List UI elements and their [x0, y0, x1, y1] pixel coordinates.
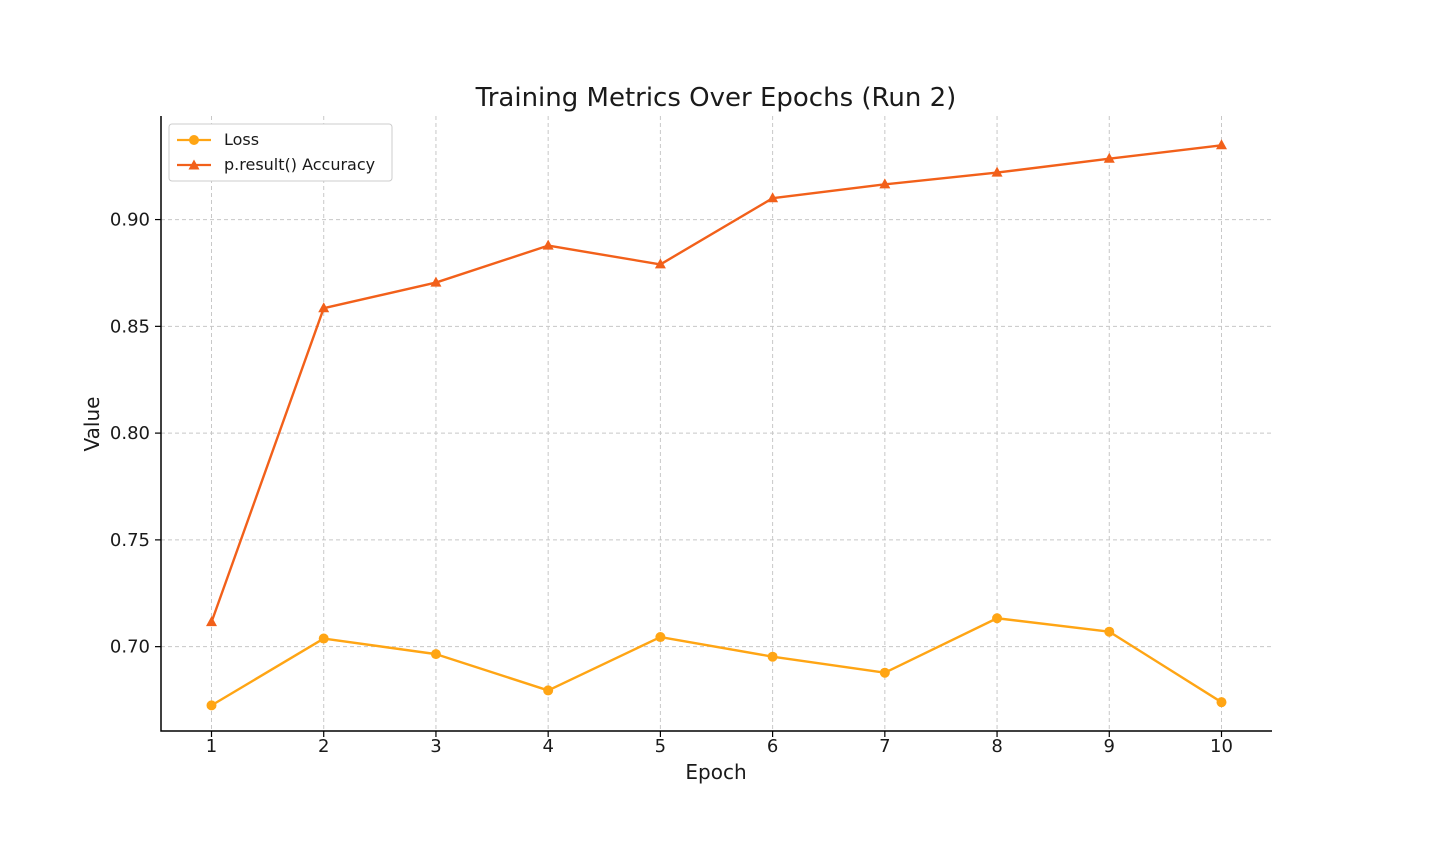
data-point-circle [655, 632, 666, 643]
data-point-triangle [542, 239, 554, 250]
y-tick-label: 0.90 [110, 210, 150, 231]
x-axis-label: Epoch [685, 760, 746, 784]
series-line [210, 144, 1222, 623]
x-tick-label: 9 [1104, 736, 1115, 757]
data-point-circle [767, 651, 778, 662]
series-accuracy [206, 139, 1227, 627]
legend-box [168, 123, 393, 182]
data-point-circle [992, 613, 1003, 624]
x-tick-label: 8 [991, 736, 1002, 757]
data-point-triangle [206, 616, 217, 627]
x-tick-label: 10 [1210, 736, 1233, 757]
x-tick-label: 2 [318, 736, 329, 757]
data-point-circle [318, 633, 329, 644]
x-tick-label: 5 [655, 736, 666, 757]
y-axis-label: Value [80, 397, 104, 452]
data-point-circle [1104, 626, 1115, 637]
data-point-circle [206, 700, 217, 711]
data-point-circle [543, 685, 554, 696]
data-point-triangle [1216, 139, 1227, 150]
data-point-triangle [430, 276, 442, 287]
data-point-circle [879, 667, 890, 678]
grid-lines [161, 116, 1272, 731]
chart-title: Training Metrics Over Epochs (Run 2) [475, 83, 957, 113]
axes [155, 116, 1272, 737]
series-line [210, 617, 1223, 707]
x-tick-label: 3 [430, 736, 441, 757]
y-tick-label: 0.80 [110, 423, 150, 444]
legend-loss-label: Loss [224, 130, 259, 149]
x-tick-label: 7 [879, 736, 890, 757]
legend-loss-marker [189, 135, 199, 145]
data-point-triangle [991, 166, 1003, 177]
data-point-circle [430, 649, 441, 660]
y-tick-label: 0.75 [110, 530, 150, 551]
data-point-triangle [879, 178, 891, 189]
axis-spines [160, 116, 1272, 732]
legend-accuracy-marker [188, 159, 200, 170]
y-tick-label: 0.85 [110, 316, 150, 337]
data-point-triangle [1103, 152, 1115, 163]
series-lines [206, 139, 1227, 711]
x-tick-label: 6 [767, 736, 778, 757]
data-point-circle [1216, 697, 1227, 708]
y-tick-label: 0.70 [110, 637, 150, 658]
legend: Loss p.result() Accuracy [168, 123, 393, 182]
data-point-triangle [767, 192, 779, 203]
tick-labels: 1 2 3 4 5 6 7 8 9 10 0.70 0.75 0.80 0.85 0.90 [110, 210, 1233, 757]
x-tick-label: 4 [542, 736, 553, 757]
x-tick-label: 1 [206, 736, 217, 757]
data-point-triangle [318, 302, 330, 313]
legend-accuracy-label: p.result() Accuracy [224, 155, 375, 174]
data-point-triangle [654, 258, 666, 269]
series-loss [206, 613, 1227, 711]
